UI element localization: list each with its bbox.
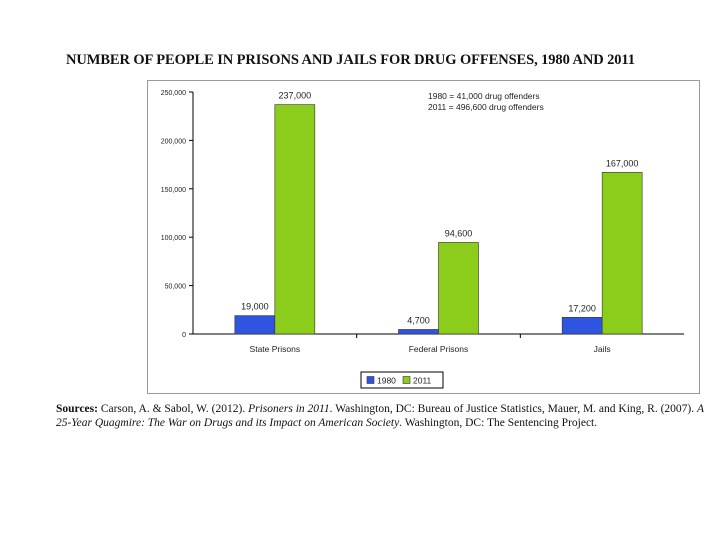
y-tick-label: 200,000 [161, 138, 186, 145]
data-label: 94,600 [445, 228, 473, 238]
sources-note: Sources: Carson, A. & Sabol, W. (2012). … [56, 402, 710, 430]
sources-title-1: Prisoners in 2011 [248, 403, 330, 415]
data-label: 17,200 [568, 303, 596, 313]
legend-label: 2011 [413, 376, 432, 386]
y-tick-label: 0 [182, 332, 186, 339]
sources-text-1: Carson, A. & Sabol, W. (2012). [97, 403, 249, 415]
sources-text-3: . Washington, DC: The Sentencing Project… [399, 417, 598, 429]
bar-2011-2 [601, 172, 643, 335]
page-title: NUMBER OF PEOPLE IN PRISONS AND JAILS FO… [66, 52, 635, 68]
data-label: 4,700 [407, 315, 430, 325]
bar-1980-1 [398, 329, 439, 335]
sources-text-2: . Washington, DC: Bureau of Justice Stat… [329, 403, 697, 415]
bar-1980-2 [561, 317, 603, 335]
data-label: 19,000 [241, 302, 269, 312]
annotation: 1980 = 41,000 drug offenders [428, 91, 540, 101]
y-tick-label: 50,000 [165, 284, 187, 291]
data-label: 167,000 [606, 158, 639, 168]
data-label: 237,000 [279, 91, 312, 101]
annotation: 2011 = 496,600 drug offenders [428, 102, 544, 112]
y-tick-label: 100,000 [161, 235, 186, 242]
sources-title-2: A 25-Year Quagmire: The War on Drugs and… [56, 403, 704, 429]
x-tick-label: Jails [594, 344, 611, 354]
chart-frame: 0 50,000 100,000 150,000 200,000 250,000 19,00… [147, 80, 700, 394]
x-tick-label: State Prisons [250, 344, 301, 354]
sources-label: Sources: [56, 403, 98, 415]
bar-2011-0 [274, 104, 316, 335]
legend-label: 1980 [377, 376, 396, 386]
x-tick-label: Federal Prisons [409, 344, 469, 354]
legend-swatch-2011 [402, 376, 411, 384]
bar-2011-1 [438, 242, 479, 335]
legend-swatch-1980 [366, 376, 375, 384]
y-tick-label: 150,000 [161, 187, 186, 194]
y-tick-label: 250,000 [161, 90, 186, 97]
bar-chart: 0 50,000 100,000 150,000 200,000 250,000 19,00… [161, 90, 684, 389]
legend-box [360, 371, 444, 389]
bar-1980-0 [234, 315, 276, 335]
